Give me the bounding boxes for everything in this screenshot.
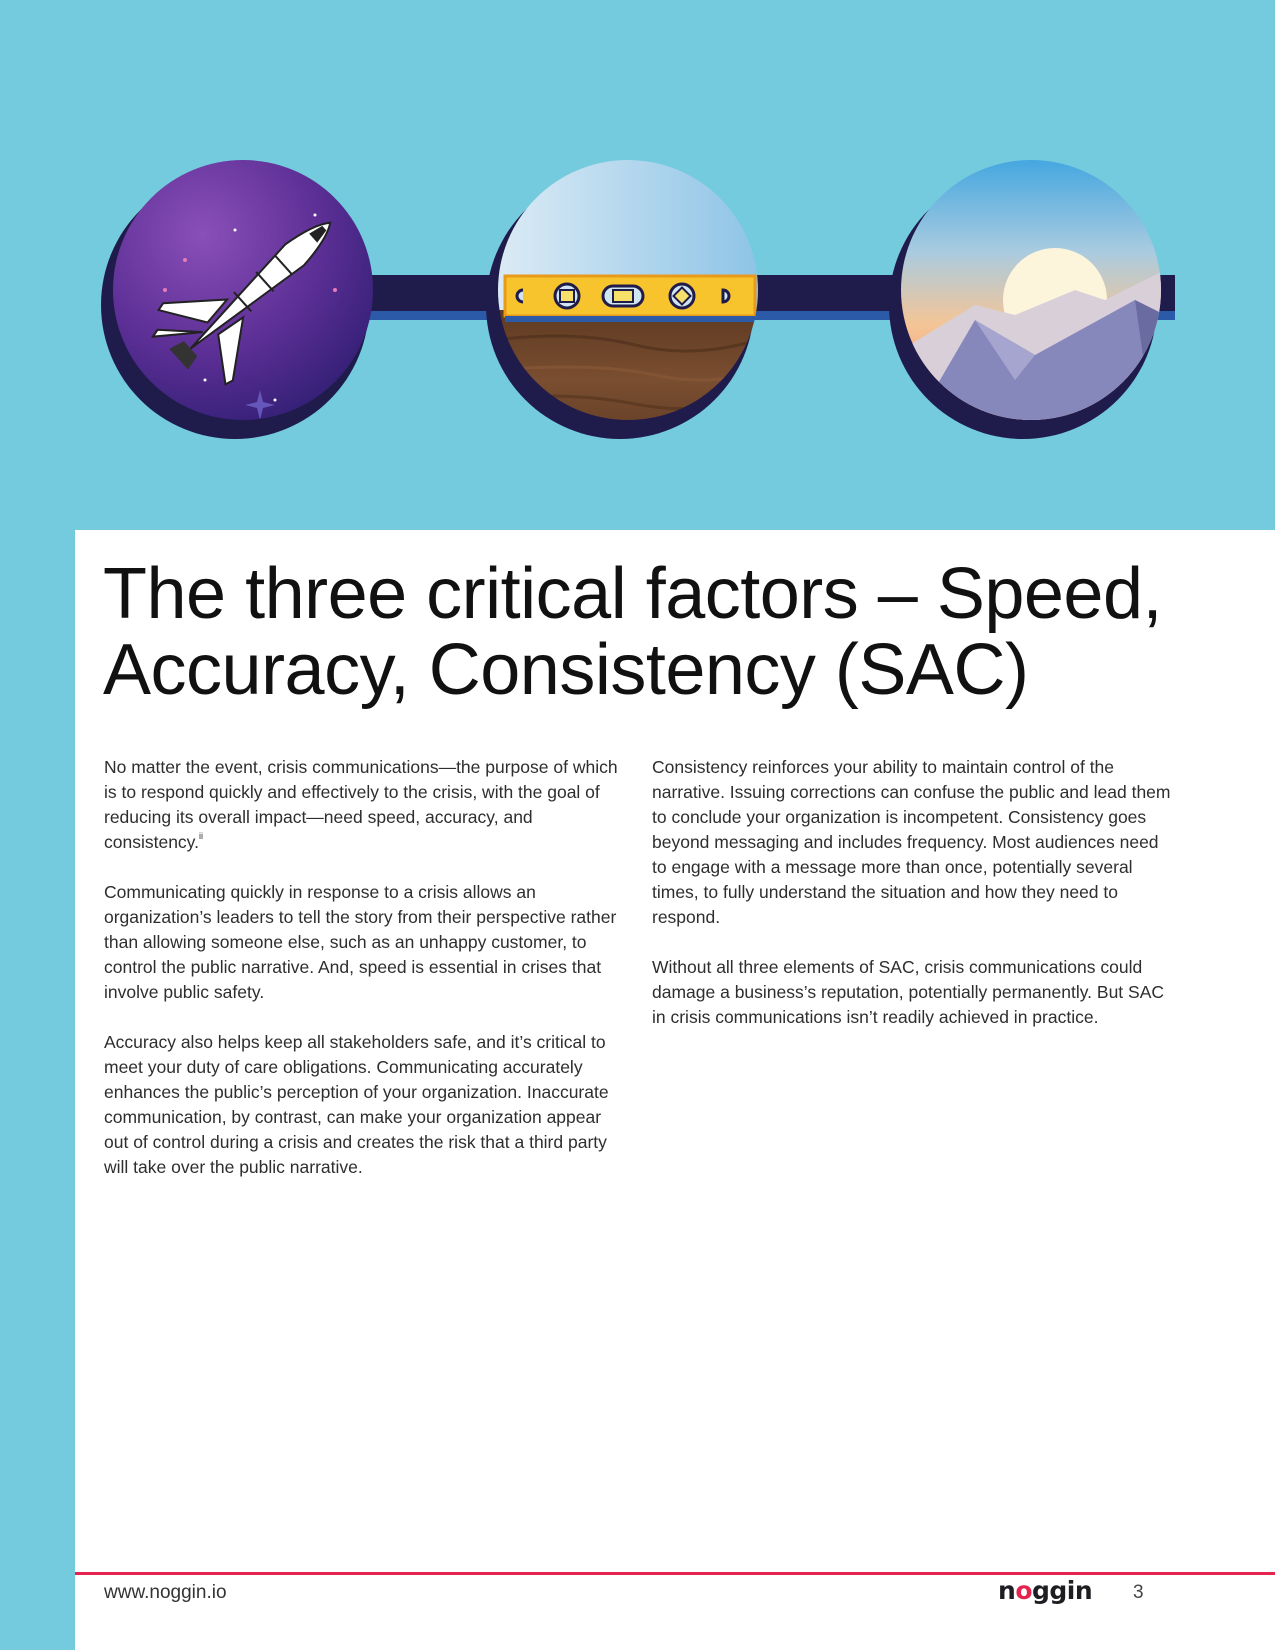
paragraph-intro-text: No matter the event, crisis communicatio… xyxy=(104,757,618,852)
hero-banner xyxy=(75,0,1275,530)
paragraph-speed: Communicating quickly in response to a c… xyxy=(104,882,617,1002)
footer-divider xyxy=(75,1572,1275,1575)
paragraph-consistency: Consistency reinforces your ability to m… xyxy=(652,757,1171,927)
spirit-level-icon xyxy=(486,160,758,439)
paragraph-intro: No matter the event, crisis communicatio… xyxy=(104,755,624,855)
right-text-column: Consistency reinforces your ability to m… xyxy=(652,755,1172,1055)
paragraph-conclusion: Without all three elements of SAC, crisi… xyxy=(652,957,1165,1027)
page-number: 3 xyxy=(1133,1582,1144,1603)
space-shuttle-icon xyxy=(101,160,373,439)
paragraph-accuracy: Accuracy also helps keep all stakeholder… xyxy=(104,1032,609,1177)
logo-suffix: ggin xyxy=(1032,1576,1093,1605)
connector-bar-shadow xyxy=(345,311,1175,320)
logo-prefix: n xyxy=(998,1576,1016,1605)
logo-mark: o xyxy=(1015,1576,1032,1605)
hero-illustration xyxy=(101,160,1175,439)
sunrise-mountains-icon xyxy=(889,160,1161,439)
footnote-marker[interactable]: ii xyxy=(199,831,203,841)
left-color-strip xyxy=(0,0,75,1650)
noggin-logo: noggin xyxy=(998,1576,1093,1606)
page-title: The three critical factors – Speed, Accu… xyxy=(103,554,1163,710)
footer-url-link[interactable]: www.noggin.io xyxy=(104,1582,227,1603)
left-text-column: No matter the event, crisis communicatio… xyxy=(104,755,624,1205)
